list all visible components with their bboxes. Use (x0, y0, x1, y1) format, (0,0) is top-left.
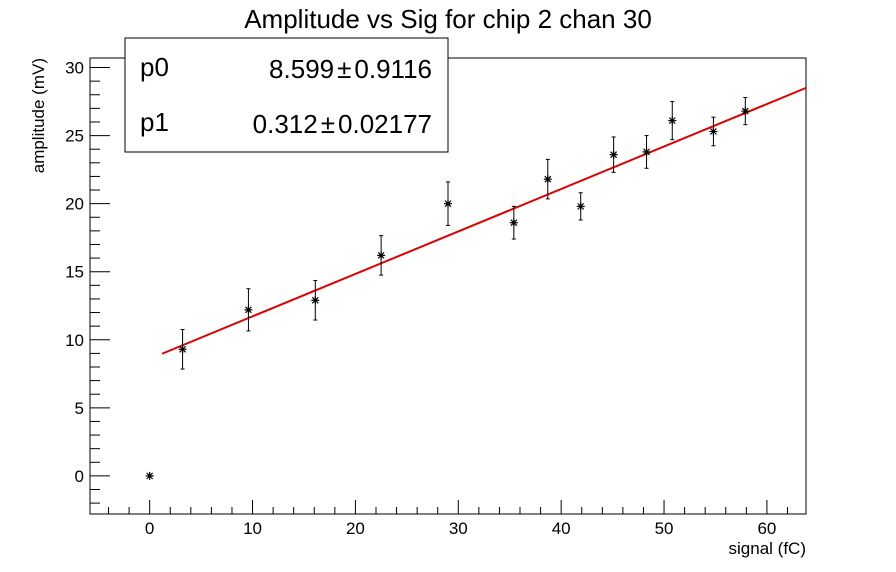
star-marker (178, 345, 187, 354)
data-point (244, 288, 253, 332)
stats-p1-pm: ± (321, 109, 335, 139)
data-point (642, 135, 651, 169)
data-point (311, 280, 320, 321)
data-point (668, 101, 677, 141)
star-marker (509, 218, 518, 227)
stats-p0-value: 8.599 ±0.9116 (269, 54, 432, 84)
star-marker (145, 471, 154, 480)
y-axis-label: amplitude (mV) (29, 58, 48, 173)
x-tick-label: 20 (346, 519, 365, 538)
y-tick-label: 25 (65, 127, 84, 146)
x-tick-label: 50 (655, 519, 674, 538)
data-point (509, 205, 518, 240)
star-marker (709, 127, 718, 136)
y-tick-label: 20 (65, 195, 84, 214)
data-point (543, 158, 552, 200)
stats-p1-value: 0.312 ±0.02177 (253, 109, 432, 139)
star-marker (377, 251, 386, 260)
x-axis-ticks (108, 500, 788, 514)
y-tick-label: 10 (65, 331, 84, 350)
data-point (576, 192, 585, 221)
star-marker (244, 305, 253, 314)
x-axis-label: signal (fC) (729, 539, 806, 558)
x-tick-label: 30 (449, 519, 468, 538)
x-tick-label: 0 (145, 519, 154, 538)
data-points-layer (145, 96, 750, 480)
data-point (178, 329, 187, 370)
x-axis-tick-labels: 0 10 20 30 40 50 60 (145, 519, 776, 538)
data-point (709, 116, 718, 147)
star-marker (543, 175, 552, 184)
x-tick-label: 60 (757, 519, 776, 538)
y-axis-tick-labels: 0 5 10 15 20 25 30 (65, 59, 84, 486)
y-tick-label: 5 (75, 399, 84, 418)
stats-p0-pm: ± (337, 54, 351, 84)
data-point (145, 471, 154, 480)
stats-p1-value-number: 0.312 (253, 109, 318, 139)
stats-p0-name: p0 (140, 52, 169, 82)
star-marker (668, 116, 677, 125)
stats-box: p0 8.599 ±0.9116 p1 0.312 ±0.02177 (124, 37, 449, 153)
y-tick-label: 0 (75, 467, 84, 486)
stats-p1-name: p1 (140, 107, 169, 137)
data-point (741, 96, 750, 126)
stats-p0-error: 0.9116 (354, 54, 432, 84)
y-axis-ticks (90, 67, 110, 504)
stats-p1-error: 0.02177 (338, 109, 432, 139)
y-tick-label: 15 (65, 263, 84, 282)
data-point (444, 181, 452, 226)
data-point (377, 235, 386, 276)
fit-line (161, 86, 807, 355)
stats-p0-value-number: 8.599 (269, 54, 334, 84)
x-tick-label: 40 (552, 519, 571, 538)
star-marker (444, 199, 452, 208)
x-tick-label: 10 (243, 519, 262, 538)
y-tick-label: 30 (65, 59, 84, 78)
star-marker (609, 150, 618, 159)
chart-title: Amplitude vs Sig for chip 2 chan 30 (244, 4, 652, 34)
star-marker (642, 147, 651, 156)
fit-line-layer (161, 86, 807, 355)
star-marker (741, 107, 750, 116)
stats-box-frame (124, 37, 449, 153)
star-marker (576, 202, 585, 211)
star-marker (311, 296, 320, 305)
data-point (609, 136, 618, 173)
